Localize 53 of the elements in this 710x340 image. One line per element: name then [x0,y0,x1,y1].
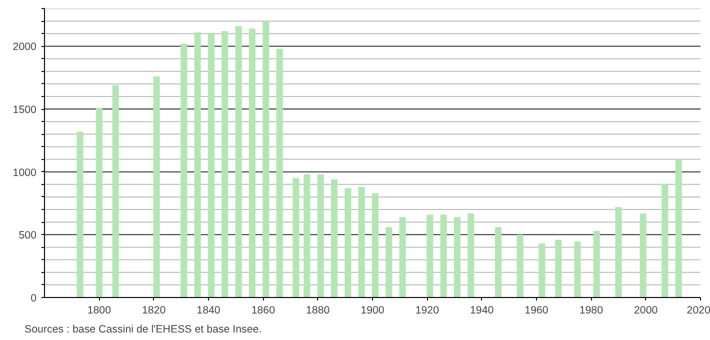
bar [344,188,352,298]
bar [235,26,242,298]
bar [112,85,119,298]
bar [538,243,546,298]
x-tick-label: 1800 [87,304,112,316]
x-tick-label: 2020 [686,304,710,316]
x-tick-label: 1840 [196,304,220,316]
bar [440,214,447,298]
bar [222,31,228,298]
bar [153,76,160,298]
x-tick-label: 1920 [415,304,440,316]
bar [76,132,84,298]
bar [662,184,668,298]
y-tick-label: 2000 [12,41,37,54]
bar [640,213,646,298]
x-tick-label: 1820 [142,304,166,316]
bar [276,48,283,298]
bar [468,213,474,298]
bar [96,108,102,298]
x-tick-label: 1940 [470,304,494,316]
bar [593,230,600,298]
bar [372,193,379,298]
bar [317,174,324,298]
bar [292,178,300,298]
source-note: Sources : base Cassini de l'EHESS et base Insee. [24,324,262,336]
bar [304,174,310,298]
bar [494,227,502,298]
bar [516,234,524,298]
bar [330,179,338,298]
x-tick-label: 1880 [306,304,330,316]
bar [555,240,562,298]
x-tick-label: 1860 [251,304,276,316]
bar [194,32,201,298]
y-tick-label: 0 [30,292,37,304]
bar [208,34,215,298]
bar [386,227,392,298]
bar [399,217,406,298]
bar [262,21,270,298]
bar [358,186,365,298]
bar [574,242,581,298]
bar [675,159,682,298]
bar [248,28,256,298]
y-tick-label: 500 [18,230,37,242]
bar [180,44,188,298]
y-tick-label: 1000 [12,166,37,179]
bar [454,217,461,298]
bar [426,214,434,298]
x-tick-label: 1900 [360,304,384,316]
x-tick-label: 1960 [524,304,548,316]
x-tick-label: 1980 [579,304,604,316]
bar [615,207,622,298]
x-tick-label: 2000 [634,304,658,316]
y-tick-label: 1500 [12,104,37,116]
